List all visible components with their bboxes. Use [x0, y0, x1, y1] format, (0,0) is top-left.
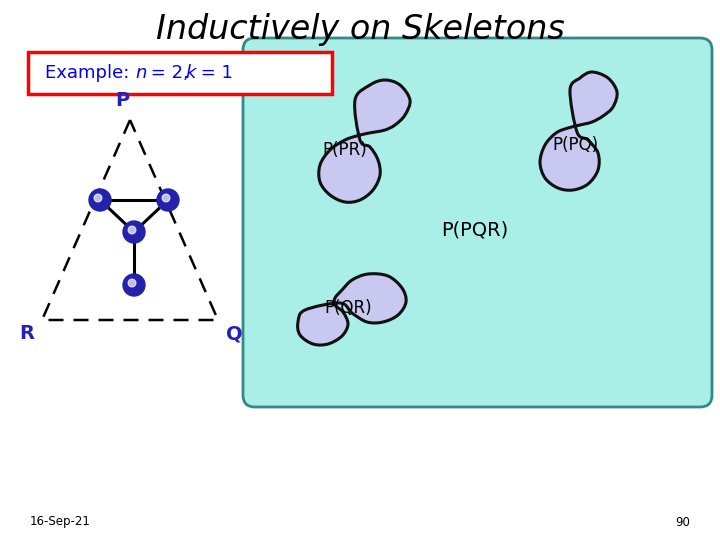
Circle shape	[94, 194, 102, 202]
Circle shape	[123, 274, 145, 296]
Text: 16-Sep-21: 16-Sep-21	[30, 516, 91, 529]
Text: = 2,: = 2,	[145, 64, 194, 82]
Text: k: k	[185, 64, 195, 82]
Circle shape	[128, 279, 136, 287]
Text: P: P	[115, 91, 129, 110]
PathPatch shape	[319, 80, 410, 202]
Circle shape	[128, 226, 136, 234]
PathPatch shape	[297, 274, 406, 345]
Text: R: R	[19, 324, 34, 343]
Text: n: n	[135, 64, 146, 82]
Text: 90: 90	[675, 516, 690, 529]
FancyBboxPatch shape	[243, 38, 712, 407]
FancyBboxPatch shape	[28, 52, 332, 94]
Text: Q: Q	[226, 324, 243, 343]
Circle shape	[162, 194, 170, 202]
Text: P(QR): P(QR)	[324, 299, 372, 317]
Text: Example:: Example:	[45, 64, 135, 82]
Text: P(PQR): P(PQR)	[441, 220, 508, 240]
Circle shape	[157, 189, 179, 211]
Circle shape	[89, 189, 111, 211]
Text: Inductively on Skeletons: Inductively on Skeletons	[156, 14, 564, 46]
PathPatch shape	[540, 72, 617, 190]
Text: P(PR): P(PR)	[323, 141, 367, 159]
Text: P(PQ): P(PQ)	[552, 136, 598, 154]
Text: = 1: = 1	[195, 64, 233, 82]
Circle shape	[123, 221, 145, 243]
